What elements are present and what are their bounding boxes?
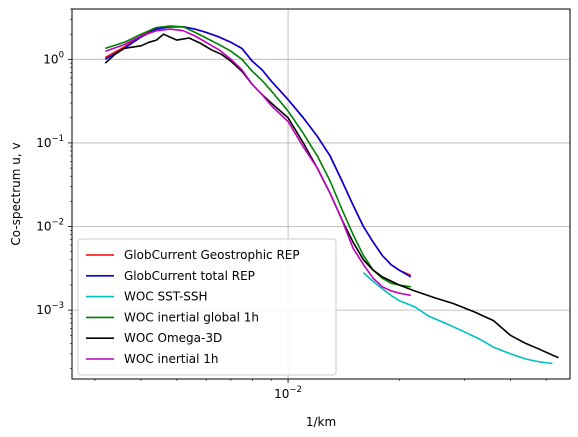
legend-entry: GlobCurrent total REP [124,269,255,283]
legend-box [77,238,337,376]
legend-entry: WOC inertial 1h [124,352,219,366]
series-line [105,28,411,297]
legend: GlobCurrent Geostrophic REP GlobCurrent t… [77,238,337,376]
x-axis-label: 1/km [306,415,336,429]
legend-entry: GlobCurrent Geostrophic REP [124,248,300,262]
plot-frame [71,8,571,380]
x-tick-label: 10−2 [274,385,302,401]
legend-entry: WOC SST-SSH [124,290,208,304]
series-curves [104,25,559,365]
y-tick-label: 10−3 [36,301,64,317]
series-line [104,33,559,359]
y-tick-label: 100 [43,50,64,66]
series-line [104,26,412,277]
series-line [362,272,553,365]
legend-entry: WOC Omega-3D [124,331,222,345]
legend-entry: WOC inertial global 1h [124,310,259,324]
y-tick-label: 10−1 [36,134,64,150]
y-axis-label: Co-spectrum u, v [9,142,23,245]
y-tick-label: 10−2 [36,218,64,234]
axis-ticks: 100 10−1 10−2 10−3 10−2 [36,8,547,401]
